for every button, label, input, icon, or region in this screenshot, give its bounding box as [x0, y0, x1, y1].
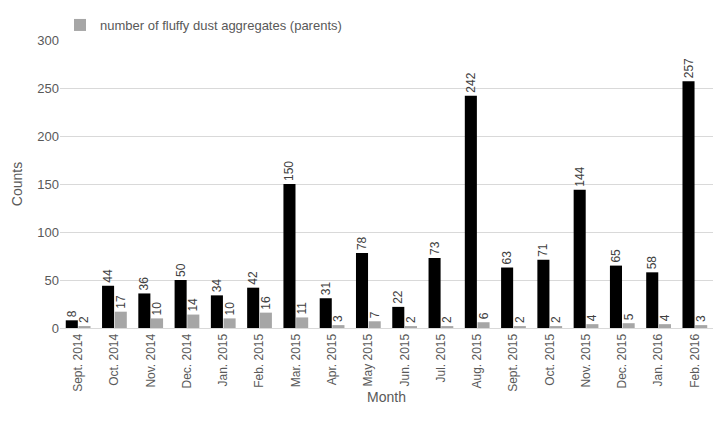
svg-text:Counts: Counts — [9, 162, 25, 206]
svg-text:4: 4 — [585, 314, 599, 321]
svg-text:11: 11 — [295, 302, 309, 315]
svg-text:Feb. 2016: Feb. 2016 — [688, 333, 702, 387]
svg-text:2: 2 — [549, 316, 563, 323]
svg-text:10: 10 — [150, 302, 164, 316]
svg-text:Dec. 2014: Dec. 2014 — [180, 333, 194, 388]
svg-text:17: 17 — [114, 295, 128, 309]
svg-text:44: 44 — [101, 269, 115, 283]
svg-text:50: 50 — [174, 263, 188, 277]
svg-text:2: 2 — [440, 316, 454, 323]
svg-text:Aug. 2015: Aug. 2015 — [470, 333, 484, 388]
svg-text:Jan. 2016: Jan. 2016 — [651, 333, 665, 386]
svg-text:Month: Month — [367, 389, 406, 405]
svg-text:Nov. 2015: Nov. 2015 — [579, 333, 593, 387]
svg-text:10: 10 — [223, 302, 237, 316]
svg-text:3: 3 — [331, 315, 345, 322]
svg-text:8: 8 — [65, 310, 79, 317]
svg-text:Sept. 2015: Sept. 2015 — [506, 333, 520, 391]
svg-text:250: 250 — [37, 81, 59, 96]
svg-text:Feb. 2015: Feb. 2015 — [252, 333, 266, 387]
svg-text:Jul. 2015: Jul. 2015 — [434, 333, 448, 382]
svg-text:May 2015: May 2015 — [361, 333, 375, 386]
svg-text:Jan. 2015: Jan. 2015 — [216, 333, 230, 386]
svg-text:300: 300 — [37, 33, 59, 48]
svg-text:36: 36 — [137, 277, 151, 291]
svg-text:200: 200 — [37, 129, 59, 144]
svg-text:144: 144 — [573, 166, 587, 186]
svg-text:5: 5 — [622, 313, 636, 320]
svg-text:71: 71 — [536, 243, 550, 257]
svg-text:150: 150 — [37, 177, 59, 192]
svg-text:65: 65 — [609, 249, 623, 263]
svg-text:Jun. 2015: Jun. 2015 — [398, 333, 412, 386]
svg-text:31: 31 — [319, 282, 333, 296]
svg-text:0: 0 — [52, 321, 59, 336]
svg-text:Sept. 2014: Sept. 2014 — [71, 333, 85, 391]
svg-text:63: 63 — [500, 251, 514, 265]
svg-text:Oct. 2015: Oct. 2015 — [543, 333, 557, 385]
svg-text:58: 58 — [645, 256, 659, 270]
svg-text:16: 16 — [259, 296, 273, 310]
svg-text:257: 257 — [682, 58, 696, 78]
svg-text:Nov. 2014: Nov. 2014 — [144, 333, 158, 387]
svg-text:7: 7 — [368, 311, 382, 318]
svg-text:42: 42 — [246, 271, 260, 285]
svg-text:78: 78 — [355, 236, 369, 250]
svg-text:2: 2 — [404, 316, 418, 323]
svg-text:2: 2 — [77, 316, 91, 323]
svg-text:Apr. 2015: Apr. 2015 — [325, 333, 339, 385]
svg-text:34: 34 — [210, 279, 224, 293]
svg-text:242: 242 — [464, 72, 478, 92]
svg-text:50: 50 — [45, 273, 59, 288]
svg-text:150: 150 — [282, 161, 296, 181]
svg-text:Oct. 2014: Oct. 2014 — [107, 333, 121, 385]
svg-text:100: 100 — [37, 225, 59, 240]
svg-text:14: 14 — [186, 298, 200, 312]
svg-text:Mar. 2015: Mar. 2015 — [289, 333, 303, 387]
svg-text:4: 4 — [658, 314, 672, 321]
svg-text:3: 3 — [694, 315, 708, 322]
svg-text:22: 22 — [391, 290, 405, 304]
svg-text:2: 2 — [513, 316, 527, 323]
svg-text:73: 73 — [428, 241, 442, 255]
svg-text:number of fluffy dust aggregat: number of fluffy dust aggregates (parent… — [100, 18, 342, 33]
svg-text:Dec. 2015: Dec. 2015 — [615, 333, 629, 388]
svg-text:6: 6 — [477, 312, 491, 319]
